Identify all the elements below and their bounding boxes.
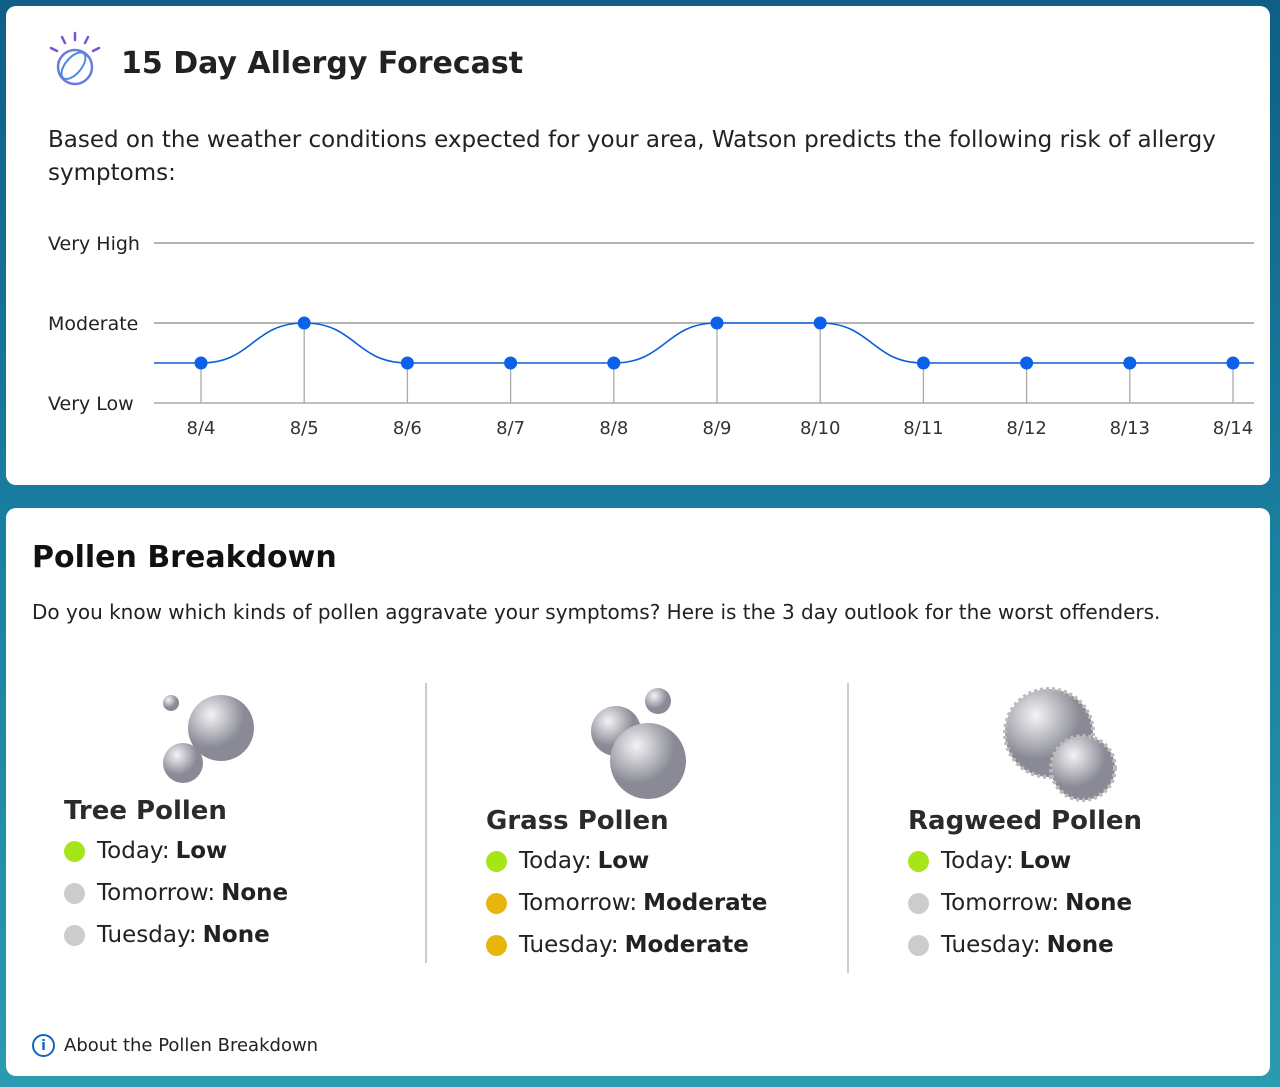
pollen-column: Tree Pollen Today: Low Tomorrow: None Tuesday… (64, 796, 394, 956)
x-tick-label: 8/11 (903, 418, 943, 439)
level-value: None (1046, 932, 1114, 958)
level-dot-icon (486, 850, 507, 872)
x-tick-label: 8/5 (290, 418, 319, 439)
pollen-column: Grass Pollen Today: Low Tomorrow: Moderate Tu… (486, 806, 816, 966)
forecast-card: 15 Day Allergy Forecast Based on the wea… (6, 6, 1270, 485)
level-dot-icon (486, 892, 507, 914)
day-label: Tuesday: (519, 932, 619, 958)
data-point (504, 356, 518, 370)
x-tick-label: 8/13 (1110, 418, 1150, 439)
y-tick-label: Moderate (48, 313, 138, 335)
level-value: Low (175, 838, 228, 864)
day-label: Today: (519, 848, 592, 874)
pollen-title: Pollen Breakdown (32, 540, 337, 575)
data-point (400, 356, 414, 370)
level-value: None (221, 880, 289, 906)
divider (425, 683, 427, 963)
pollen-day-row: Tuesday: None (64, 914, 394, 956)
x-tick-label: 8/9 (703, 418, 732, 439)
data-point (710, 316, 724, 330)
day-label: Today: (97, 838, 170, 864)
pollen-day-row: Today: Low (64, 830, 394, 872)
level-dot-icon (64, 840, 85, 862)
pollen-name: Tree Pollen (64, 796, 227, 826)
day-label: Tomorrow: (519, 890, 638, 916)
x-tick-label: 8/4 (187, 418, 216, 439)
y-tick-label: Very High (48, 233, 140, 255)
info-icon: i (32, 1034, 55, 1057)
pollen-day-row: Today: Low (908, 840, 1238, 882)
day-label: Today: (941, 848, 1014, 874)
tree-pollen-image (151, 673, 291, 793)
day-label: Tuesday: (97, 922, 197, 948)
x-tick-label: 8/10 (800, 418, 840, 439)
data-point (1226, 356, 1240, 370)
pollen-day-row: Tomorrow: Moderate (486, 882, 816, 924)
about-pollen-link[interactable]: i About the Pollen Breakdown (32, 1034, 318, 1057)
pollen-day-row: Today: Low (486, 840, 816, 882)
data-point (297, 316, 311, 330)
pollen-day-row: Tomorrow: None (908, 882, 1238, 924)
level-value: None (202, 922, 270, 948)
data-point (916, 356, 930, 370)
forecast-description: Based on the weather conditions expected… (48, 127, 1216, 186)
x-tick-label: 8/8 (599, 418, 628, 439)
y-tick-label: Very Low (48, 393, 134, 415)
level-dot-icon (64, 882, 85, 904)
x-tick-label: 8/12 (1006, 418, 1046, 439)
day-label: Tuesday: (941, 932, 1041, 958)
day-label: Tomorrow: (97, 880, 216, 906)
day-label: Tomorrow: (941, 890, 1060, 916)
data-point (607, 356, 621, 370)
ragweed-pollen-image (991, 683, 1131, 803)
pollen-column: Ragweed Pollen Today: Low Tomorrow: None Tues… (908, 806, 1238, 966)
grass-pollen-image (566, 683, 706, 803)
allergy-forecast-chart: Very Low Moderate Very High 8/4 8/5 8/6 8/7 8/8… (48, 233, 1254, 439)
series-line (154, 322, 1254, 364)
x-tick-label: 8/7 (496, 418, 525, 439)
level-value: Low (1019, 848, 1072, 874)
data-point (813, 316, 827, 330)
x-tick-label: 8/6 (393, 418, 422, 439)
data-point (194, 356, 208, 370)
level-dot-icon (908, 850, 929, 872)
about-pollen-label: About the Pollen Breakdown (64, 1035, 319, 1056)
data-point (1123, 356, 1137, 370)
divider (847, 683, 849, 973)
level-value: None (1065, 890, 1133, 916)
level-value: Moderate (643, 890, 768, 916)
watson-logo-icon (49, 31, 101, 86)
pollen-subtitle: Do you know which kinds of pollen aggrav… (32, 600, 1161, 624)
page-title: 15 Day Allergy Forecast (121, 46, 524, 81)
pollen-day-row: Tuesday: Moderate (486, 924, 816, 966)
level-dot-icon (908, 934, 929, 956)
pollen-day-row: Tuesday: None (908, 924, 1238, 966)
x-tick-label: 8/14 (1213, 418, 1253, 439)
level-dot-icon (908, 892, 929, 914)
level-dot-icon (486, 934, 507, 956)
level-value: Moderate (624, 932, 749, 958)
pollen-name: Ragweed Pollen (908, 806, 1143, 836)
level-dot-icon (64, 924, 85, 946)
pollen-name: Grass Pollen (486, 806, 669, 836)
pollen-day-row: Tomorrow: None (64, 872, 394, 914)
data-point (1020, 356, 1034, 370)
pollen-card: Pollen Breakdown Do you know which kinds… (6, 508, 1270, 1076)
level-value: Low (597, 848, 650, 874)
